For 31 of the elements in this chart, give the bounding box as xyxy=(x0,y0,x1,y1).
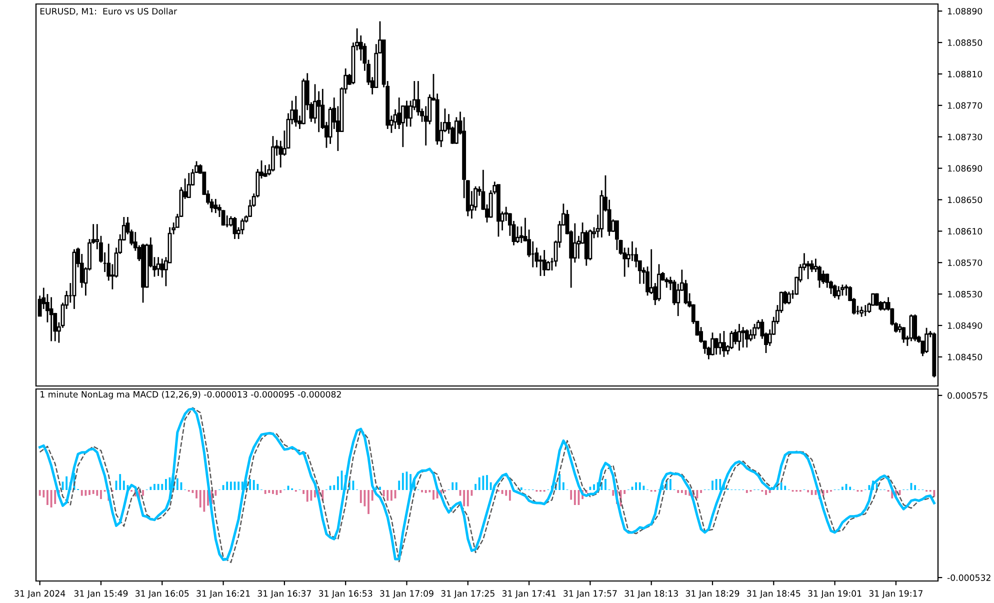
y-tick-label: 1.08570 xyxy=(948,259,982,266)
chart-title: 1 minute NonLag ma MACD (12,26,9) -0.000013 -0.000095 -0.000082 xyxy=(40,390,341,400)
x-tick-label: 31 Jan 17:41 xyxy=(502,590,556,598)
y-tick-label: 1.08770 xyxy=(948,102,982,109)
x-tick-label: 31 Jan 16:21 xyxy=(196,590,250,598)
x-tick-label: 31 Jan 2024 xyxy=(14,590,66,598)
y-tick-label: 1.08450 xyxy=(948,354,982,360)
y-tick-label: 1.08530 xyxy=(948,290,982,298)
x-tick-label: 31 Jan 17:25 xyxy=(441,590,494,598)
y-tick-label: 1.08690 xyxy=(948,165,982,172)
x-tick-label: 31 Jan 16:53 xyxy=(318,590,372,598)
y-tick-label: 1.08610 xyxy=(948,228,982,235)
y-tick-label: 1.08850 xyxy=(948,39,982,46)
y-tick-label: 1.08490 xyxy=(948,322,982,329)
x-tick-label: 31 Jan 18:13 xyxy=(624,590,678,598)
x-tick-label: 31 Jan 18:45 xyxy=(747,590,800,598)
x-tick-label: 31 Jan 16:37 xyxy=(258,590,311,598)
y-tick-label: 1.08810 xyxy=(948,70,982,78)
y-tick-label: -0.000532 xyxy=(947,574,990,581)
x-tick-label: 31 Jan 16:05 xyxy=(136,590,189,598)
x-tick-label: 31 Jan 18:29 xyxy=(686,590,740,598)
x-tick-label: 31 Jan 17:57 xyxy=(564,590,617,598)
x-tick-label: 31 Jan 17:09 xyxy=(380,590,434,598)
y-tick-label: 0.000575 xyxy=(948,392,988,399)
y-tick-label: 1.08730 xyxy=(948,134,982,140)
x-tick-label: 31 Jan 15:49 xyxy=(74,590,128,598)
y-tick-label: 1.08650 xyxy=(948,196,982,204)
x-tick-label: 31 Jan 19:01 xyxy=(808,590,862,598)
y-tick-label: 1.08890 xyxy=(948,8,982,14)
chart-title: EURUSD, M1: Euro vs US Dollar xyxy=(40,8,178,16)
x-tick-label: 31 Jan 19:17 xyxy=(869,590,922,598)
